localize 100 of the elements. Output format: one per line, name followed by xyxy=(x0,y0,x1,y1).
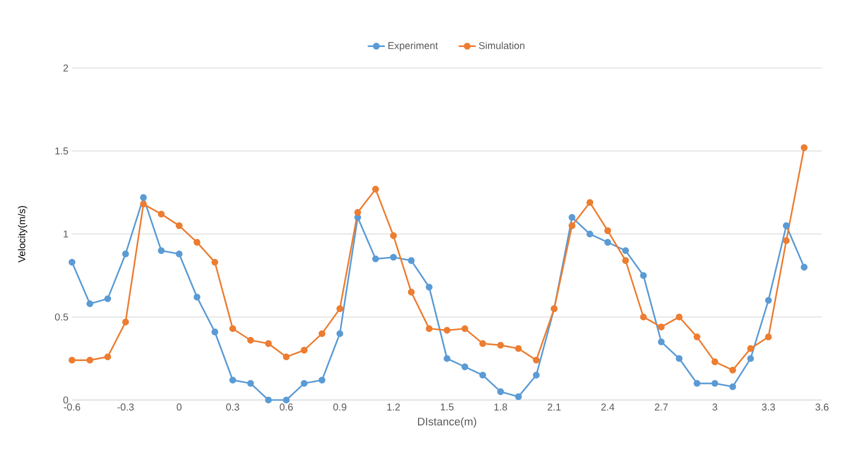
y-tick-label: 1.5 xyxy=(55,148,68,154)
point xyxy=(604,238,612,246)
x-tick-label: -0.6 xyxy=(64,404,80,411)
point xyxy=(229,376,236,384)
point xyxy=(86,356,94,364)
x-tick-label: -0.3 xyxy=(117,404,134,411)
point xyxy=(515,345,522,352)
x-tick-label: 0.6 xyxy=(280,404,293,411)
point xyxy=(604,227,612,234)
point xyxy=(158,210,165,218)
point xyxy=(318,376,326,384)
point xyxy=(408,288,415,296)
x-tick-label: 2.4 xyxy=(601,404,614,410)
point xyxy=(300,380,308,387)
point xyxy=(265,396,272,404)
point xyxy=(372,186,379,193)
y-tick-label: 1 xyxy=(64,230,68,238)
point xyxy=(800,144,808,152)
point xyxy=(211,328,218,336)
point xyxy=(765,297,772,304)
x-tick-label: 0 xyxy=(176,404,182,411)
point xyxy=(68,356,76,364)
point xyxy=(426,284,433,291)
y-axis-title: Velocity(m/s) xyxy=(18,206,28,262)
point xyxy=(782,237,790,244)
point xyxy=(68,258,76,266)
x-tick-label: 0.9 xyxy=(333,404,346,411)
point xyxy=(479,372,486,378)
point xyxy=(461,363,468,370)
point xyxy=(390,232,397,240)
point xyxy=(426,325,433,332)
y-tick-label: 0 xyxy=(63,396,68,404)
point xyxy=(532,372,540,378)
point xyxy=(658,324,665,330)
point xyxy=(694,334,700,340)
point xyxy=(800,264,808,271)
point xyxy=(229,325,236,332)
point xyxy=(300,346,308,354)
point xyxy=(658,338,665,346)
point xyxy=(444,355,450,362)
x-tick-label: 3 xyxy=(712,404,718,411)
x-tick-label: 1.5 xyxy=(440,404,454,410)
point xyxy=(247,380,254,387)
point xyxy=(318,330,326,337)
point xyxy=(140,200,147,208)
point xyxy=(372,256,379,262)
point xyxy=(497,388,504,396)
point xyxy=(676,355,683,362)
point xyxy=(782,222,790,230)
point xyxy=(640,314,647,320)
legend-label: Experiment xyxy=(388,42,438,52)
point xyxy=(676,314,683,320)
point xyxy=(336,330,344,337)
point xyxy=(122,318,129,326)
point xyxy=(497,342,504,349)
point xyxy=(729,383,736,390)
point xyxy=(408,257,415,264)
point xyxy=(104,353,112,360)
point xyxy=(515,393,522,400)
point xyxy=(444,326,450,334)
point xyxy=(140,194,147,201)
point xyxy=(586,199,594,206)
point xyxy=(586,230,594,238)
point xyxy=(747,345,754,352)
point xyxy=(336,305,344,312)
point xyxy=(568,222,576,230)
point xyxy=(211,258,218,266)
point xyxy=(158,247,165,254)
x-tick-label: 3.6 xyxy=(815,404,828,411)
legend-label: Simulation xyxy=(478,42,524,50)
point xyxy=(568,214,576,221)
point xyxy=(265,340,272,347)
point xyxy=(194,238,200,246)
x-tick-label: 0.3 xyxy=(226,404,240,411)
y-tick-label: 0.5 xyxy=(55,313,68,321)
point xyxy=(247,336,254,344)
point xyxy=(354,209,362,216)
point xyxy=(282,353,290,360)
x-tick-label: 1.8 xyxy=(494,404,508,411)
point xyxy=(694,380,700,387)
point xyxy=(479,340,486,347)
point xyxy=(390,254,397,261)
point xyxy=(282,396,290,404)
point xyxy=(176,250,183,258)
point xyxy=(176,222,183,230)
point xyxy=(194,294,200,300)
y-tick-label: 2 xyxy=(63,64,68,72)
x-tick-label: 2.7 xyxy=(654,404,668,410)
point xyxy=(86,300,94,308)
point xyxy=(765,334,772,340)
x-tick-label: 2.1 xyxy=(548,404,561,410)
point xyxy=(711,380,718,387)
x-tick-label: 1.2 xyxy=(387,404,400,410)
point xyxy=(622,257,629,264)
point xyxy=(747,355,754,362)
point xyxy=(461,325,468,332)
point xyxy=(640,272,647,279)
point xyxy=(711,358,718,366)
point xyxy=(532,356,540,364)
point xyxy=(104,295,112,302)
